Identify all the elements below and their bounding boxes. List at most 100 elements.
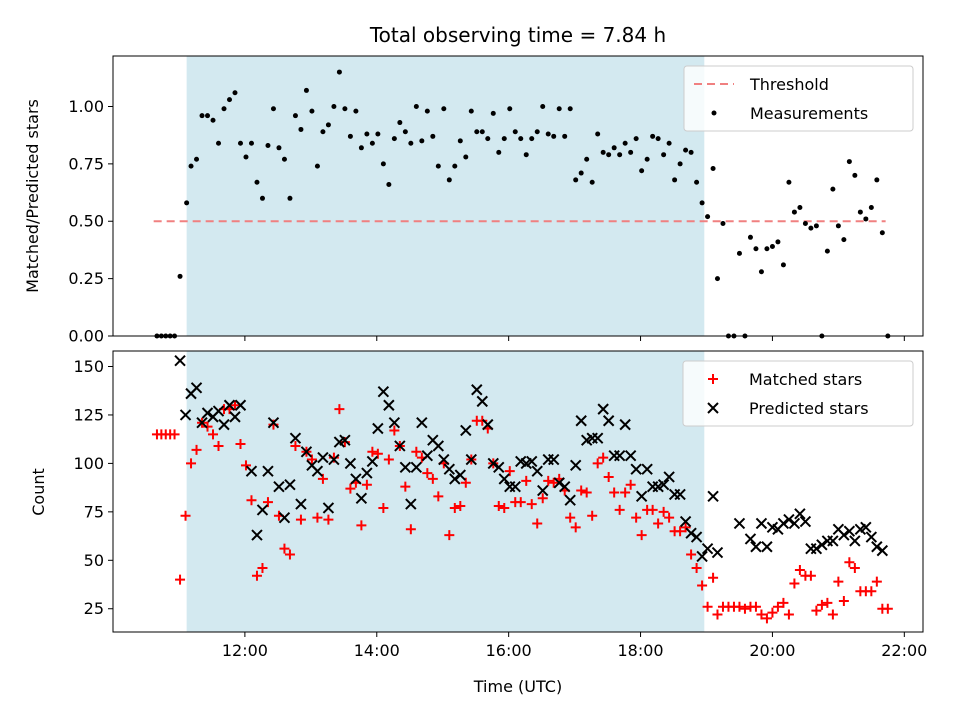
measurement-point (194, 156, 200, 162)
x-axis-label: Time (UTC) (473, 677, 562, 696)
matched-star-marker (246, 495, 257, 506)
measurement-point (303, 87, 309, 93)
measurement-point (758, 269, 764, 275)
predicted-star-marker (471, 384, 483, 396)
measurement-point (589, 179, 595, 185)
measurement-point (281, 156, 287, 162)
predicted-star-marker (838, 529, 850, 541)
matched-star-marker (614, 504, 625, 515)
measurement-point (650, 133, 656, 139)
measurement-point (391, 136, 397, 142)
matched-star-marker (844, 557, 855, 568)
matched-star-marker (631, 512, 642, 523)
measurement-point (578, 170, 584, 176)
matched-star-marker (603, 471, 614, 482)
measurement-point (551, 133, 557, 139)
predicted-star-marker (438, 453, 450, 466)
predicted-star-marker (262, 465, 274, 477)
y-tick-label: 25 (84, 599, 104, 618)
predicted-star-marker (482, 418, 494, 431)
measurement-point (188, 163, 194, 169)
predicted-star-marker (564, 494, 576, 506)
measurement-point (830, 186, 836, 192)
predicted-star-marker (794, 508, 806, 520)
measurement-point (523, 152, 529, 158)
measurement-point (780, 262, 786, 268)
matched-star-marker (427, 473, 438, 484)
predicted-star-marker (460, 424, 472, 437)
matched-star-marker (356, 520, 367, 531)
matched-star-marker (576, 485, 587, 496)
predicted-star-marker (526, 455, 538, 468)
predicted-star-marker (799, 515, 812, 528)
predicted-star-marker (278, 511, 291, 524)
matched-star-marker (515, 497, 526, 508)
predicted-star-marker (328, 453, 340, 466)
predicted-star-marker (201, 407, 214, 419)
measurement-point (808, 225, 814, 231)
predicted-star-marker (273, 480, 285, 493)
measurement-point (259, 195, 265, 201)
measurement-point (846, 159, 852, 165)
measurement-point (813, 223, 819, 229)
measurement-point (879, 230, 885, 236)
legend-measurement-swatch (711, 110, 717, 116)
measurement-point (364, 131, 370, 137)
predicted-star-marker (663, 471, 675, 483)
legend-matched-swatch (708, 374, 718, 384)
matched-star-marker (708, 572, 719, 583)
y-tick-label: 0.00 (68, 327, 104, 346)
matched-star-marker (658, 506, 669, 517)
matched-star-marker (653, 518, 664, 529)
predicted-star-marker (575, 415, 587, 427)
measurement-point (501, 136, 507, 142)
measurement-point (857, 209, 863, 215)
measurement-point (375, 131, 381, 137)
matched-star-marker (378, 502, 389, 513)
matched-star-marker (697, 580, 708, 591)
measurement-point (216, 140, 222, 146)
count-panel: 25 50 75 100 125 150 12:00 14:00 16:00 18:00 20:00… (73, 350, 927, 660)
measurement-point (775, 239, 781, 245)
measurement-point (397, 120, 403, 126)
predicted-star-marker (218, 418, 230, 431)
shaded-observing-window (186, 56, 705, 336)
plot-frame (112, 350, 924, 633)
ratio-panel: 0.00 0.25 0.50 0.75 1.00 Threshold Measurement… (68, 55, 924, 346)
x-tick-label: 12:00 (222, 641, 268, 660)
measurement-point (573, 177, 579, 183)
predicted-star-marker (553, 477, 565, 489)
matched-star-marker (191, 444, 202, 455)
measurement-point (714, 276, 720, 282)
measurement-point (694, 179, 700, 185)
measurement-point (802, 221, 808, 227)
matched-star-marker (789, 578, 800, 589)
predicted-star-marker (234, 399, 247, 411)
predicted-star-marker (344, 457, 357, 470)
matched-star-marker (521, 475, 532, 486)
measurement-point (584, 156, 590, 162)
matched-star-marker (761, 613, 772, 624)
predicted-star-marker (755, 517, 768, 530)
measurement-point (452, 163, 458, 169)
x-tick-label: 20:00 (749, 641, 795, 660)
matched-star-marker (345, 483, 356, 494)
measurement-point (184, 200, 190, 206)
measurement-point (463, 154, 469, 160)
matched-star-marker (229, 400, 240, 411)
measurement-point (835, 223, 841, 229)
matched-star-marker (734, 601, 745, 612)
y-tick-label: 100 (73, 454, 104, 473)
measurement-point (325, 122, 331, 128)
predicted-star-marker (531, 465, 543, 477)
legend-label: Matched stars (749, 370, 862, 389)
measurement-point (386, 182, 392, 188)
matched-star-marker (477, 415, 488, 426)
predicted-star-marker (630, 463, 642, 475)
matched-star-marker (444, 530, 455, 541)
measurement-point (753, 246, 759, 252)
predicted-star-marker (493, 461, 505, 473)
y-tick-label: 125 (73, 405, 104, 424)
predicted-star-marker (421, 449, 434, 462)
